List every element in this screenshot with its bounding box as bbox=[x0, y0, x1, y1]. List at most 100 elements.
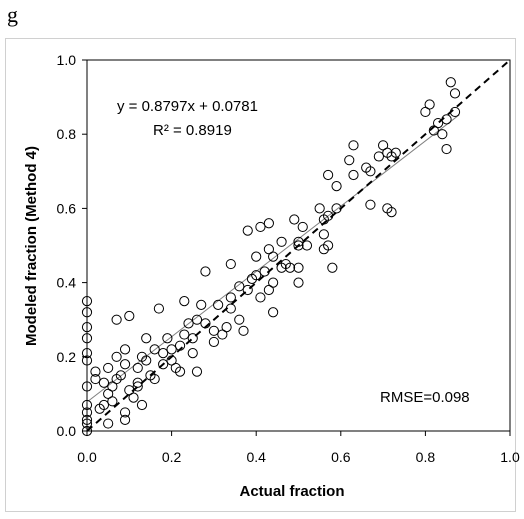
data-point bbox=[234, 314, 245, 325]
data-point bbox=[136, 399, 148, 411]
data-point bbox=[225, 258, 236, 270]
data-point bbox=[208, 325, 219, 336]
data-point bbox=[111, 351, 122, 362]
data-point bbox=[251, 270, 262, 281]
data-point bbox=[81, 418, 93, 429]
data-point bbox=[225, 303, 236, 314]
data-point bbox=[119, 359, 131, 370]
data-point bbox=[449, 106, 461, 118]
data-point bbox=[293, 277, 304, 288]
data-point bbox=[208, 336, 219, 348]
data-point bbox=[327, 262, 338, 273]
data-point bbox=[115, 370, 126, 381]
data-point bbox=[255, 221, 266, 233]
data-point bbox=[348, 140, 359, 151]
x-tick-label: 1.0 bbox=[500, 449, 520, 465]
x-tick-label: 0.4 bbox=[246, 449, 266, 465]
data-point bbox=[119, 407, 131, 418]
data-point bbox=[132, 377, 143, 388]
data-point bbox=[221, 322, 232, 333]
x-tick-label: 0.6 bbox=[331, 449, 351, 465]
data-point bbox=[238, 325, 249, 336]
data-point bbox=[242, 225, 253, 236]
data-point bbox=[81, 307, 93, 318]
data-point bbox=[289, 214, 300, 225]
data-point bbox=[437, 129, 448, 140]
data-point bbox=[132, 381, 143, 392]
y-tick-label: 1.0 bbox=[57, 52, 77, 68]
data-point bbox=[441, 143, 452, 155]
data-point bbox=[187, 333, 198, 344]
data-point bbox=[81, 381, 93, 392]
data-point bbox=[365, 166, 376, 177]
rmse-label: RMSE=0.098 bbox=[380, 389, 470, 406]
data-point bbox=[128, 392, 139, 403]
data-point bbox=[119, 414, 131, 425]
data-point bbox=[174, 366, 186, 377]
data-point bbox=[183, 318, 194, 329]
data-point bbox=[81, 296, 93, 307]
x-tick-label: 0.0 bbox=[77, 449, 97, 465]
data-points bbox=[81, 77, 461, 437]
data-point bbox=[81, 399, 93, 411]
data-point bbox=[141, 355, 152, 366]
data-point bbox=[81, 407, 93, 418]
data-point bbox=[344, 155, 355, 166]
data-point bbox=[263, 218, 274, 229]
data-point bbox=[314, 203, 325, 214]
data-point bbox=[90, 373, 101, 385]
fit-lines bbox=[86, 59, 511, 432]
data-point bbox=[200, 318, 211, 329]
data-point bbox=[268, 277, 279, 288]
data-point bbox=[81, 355, 93, 366]
data-point bbox=[81, 414, 93, 425]
data-point bbox=[81, 333, 93, 344]
data-point bbox=[386, 207, 397, 218]
data-point bbox=[284, 262, 296, 273]
data-point bbox=[103, 418, 114, 429]
data-point bbox=[149, 373, 160, 385]
data-point bbox=[119, 344, 131, 355]
data-point bbox=[365, 199, 376, 210]
data-point bbox=[293, 262, 304, 273]
axis-ticks: 0.0 0.2 0.4 0.6 0.8 1.0 0.0 0.2 0.4 0.6 0.8 1.0 bbox=[57, 52, 520, 465]
data-point bbox=[191, 314, 203, 325]
data-point bbox=[225, 292, 236, 303]
y-tick-label: 0.8 bbox=[57, 126, 77, 142]
data-point bbox=[445, 77, 456, 88]
regression-line bbox=[86, 114, 460, 403]
data-point bbox=[449, 88, 461, 99]
data-point bbox=[149, 344, 160, 355]
data-point bbox=[268, 251, 279, 262]
data-point bbox=[348, 169, 359, 181]
data-point bbox=[107, 396, 118, 407]
data-point bbox=[132, 362, 143, 374]
data-point bbox=[196, 299, 207, 310]
data-point bbox=[153, 303, 165, 314]
x-tick-label: 0.2 bbox=[162, 449, 182, 465]
data-point bbox=[179, 329, 190, 340]
data-point bbox=[323, 240, 334, 251]
x-tick-label: 0.8 bbox=[416, 449, 436, 465]
data-point bbox=[200, 266, 211, 277]
plot-area-border bbox=[86, 59, 511, 432]
data-point bbox=[141, 333, 152, 344]
data-point bbox=[81, 322, 93, 333]
data-point bbox=[166, 344, 177, 355]
data-point bbox=[293, 236, 304, 247]
data-point bbox=[158, 359, 169, 370]
y-axis-title: Modeled fraction (Method 4) bbox=[23, 146, 40, 346]
data-point bbox=[268, 307, 279, 318]
identity-line bbox=[86, 59, 511, 432]
data-point bbox=[103, 362, 114, 374]
data-point bbox=[259, 266, 270, 277]
data-point bbox=[124, 310, 135, 322]
data-point bbox=[323, 169, 334, 181]
data-point bbox=[424, 99, 435, 110]
y-tick-label: 0.2 bbox=[57, 349, 77, 365]
y-tick-label: 0.4 bbox=[57, 275, 77, 291]
y-tick-label: 0.0 bbox=[57, 423, 77, 439]
data-point bbox=[90, 366, 101, 377]
data-point bbox=[234, 281, 245, 292]
